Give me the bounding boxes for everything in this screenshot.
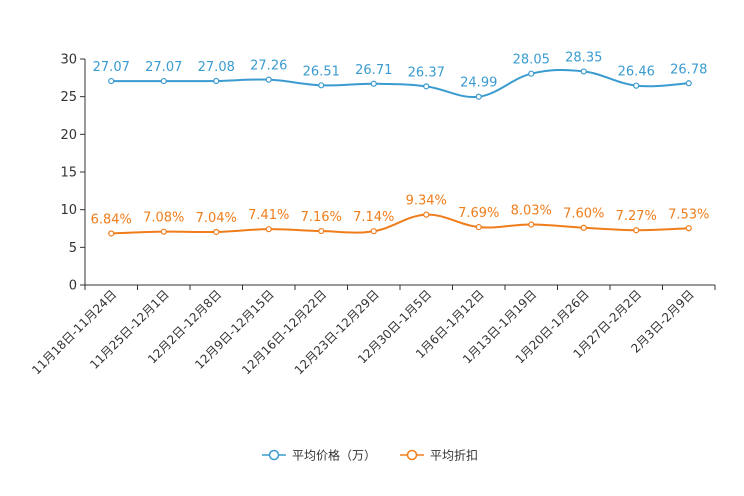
- y-tick-label: 10: [60, 203, 77, 218]
- data-label: 26.46: [618, 65, 655, 80]
- data-label: 26.71: [355, 63, 392, 78]
- data-point: [528, 70, 535, 77]
- data-point: [580, 224, 587, 231]
- data-point: [633, 227, 640, 234]
- y-tick-label: 5: [69, 241, 77, 256]
- data-point: [108, 77, 115, 85]
- y-tick-label: 20: [60, 128, 77, 143]
- data-label: 26.37: [408, 65, 445, 80]
- series-line: [111, 68, 689, 99]
- data-label: 9.34%: [406, 194, 447, 209]
- data-point: [685, 80, 692, 87]
- data-point: [265, 76, 272, 83]
- data-point: [475, 223, 482, 231]
- legend-item: 平均折扣: [400, 448, 478, 463]
- data-point: [528, 221, 535, 228]
- chart-legend: 平均价格（万） 平均折扣: [262, 448, 478, 463]
- data-label: 28.05: [513, 53, 550, 68]
- y-tick-label: 25: [60, 90, 77, 105]
- data-label: 7.16%: [301, 210, 342, 225]
- data-point: [265, 226, 272, 233]
- data-label: 26.78: [670, 62, 707, 77]
- data-label: 27.08: [198, 60, 235, 75]
- chart-series: 27.07 27.07 27.08 27.26 26.51 26.71 26.37 24.99…: [91, 50, 709, 237]
- data-label: 28.35: [565, 50, 602, 65]
- legend-marker-icon: [268, 449, 280, 461]
- data-point: [633, 82, 640, 89]
- data-point: [475, 93, 482, 100]
- data-label: 7.14%: [353, 210, 394, 225]
- data-point: [213, 228, 220, 236]
- y-tick-label: 0: [69, 279, 77, 294]
- data-point: [318, 82, 325, 89]
- data-label: 7.27%: [616, 209, 657, 224]
- data-point: [108, 230, 115, 237]
- data-label: 7.60%: [563, 207, 604, 222]
- y-axis-ticks: 0 5 10 15 20 25 30: [60, 53, 85, 294]
- y-tick-label: 30: [60, 53, 77, 68]
- chart-axes: [84, 59, 715, 286]
- data-label: 7.41%: [248, 208, 289, 223]
- data-point: [685, 225, 692, 232]
- data-label: 7.04%: [196, 211, 237, 226]
- y-tick-label: 15: [60, 166, 77, 181]
- data-point: [423, 83, 430, 90]
- data-point: [370, 80, 377, 87]
- data-label: 7.08%: [143, 211, 184, 226]
- data-point: [423, 211, 430, 218]
- data-label: 26.51: [303, 64, 340, 79]
- data-point: [160, 77, 167, 85]
- x-tick-label: 11月18日-11月24日: [29, 287, 119, 377]
- data-label: 6.84%: [91, 212, 132, 227]
- data-point: [318, 227, 325, 235]
- data-point: [580, 68, 587, 75]
- series-line: [111, 213, 689, 235]
- legend-item: 平均价格（万）: [262, 448, 376, 463]
- data-label: 24.99: [460, 76, 497, 91]
- data-label: 27.07: [93, 60, 130, 75]
- data-point: [370, 228, 377, 235]
- data-label: 8.03%: [511, 204, 552, 219]
- data-label: 27.26: [250, 59, 287, 74]
- data-point: [160, 228, 167, 235]
- data-label: 7.69%: [458, 206, 499, 221]
- legend-marker-icon: [406, 449, 418, 461]
- series-avg-price: 27.07 27.07 27.08 27.26 26.51 26.71 26.37 24.99…: [93, 50, 707, 100]
- series-avg-discount: 6.84% 7.08% 7.04% 7.41% 7.16% 7.14% 9.34% 7.69%…: [91, 194, 709, 237]
- data-label: 7.53%: [668, 207, 709, 222]
- legend-label: 平均价格（万）: [292, 448, 376, 463]
- data-label: 27.07: [145, 60, 182, 75]
- x-axis-ticks: 11月18日-11月24日11月25日-12月1日12月2日-12月8日12月9…: [29, 285, 716, 377]
- legend-label: 平均折扣: [430, 448, 478, 463]
- data-point: [213, 77, 220, 85]
